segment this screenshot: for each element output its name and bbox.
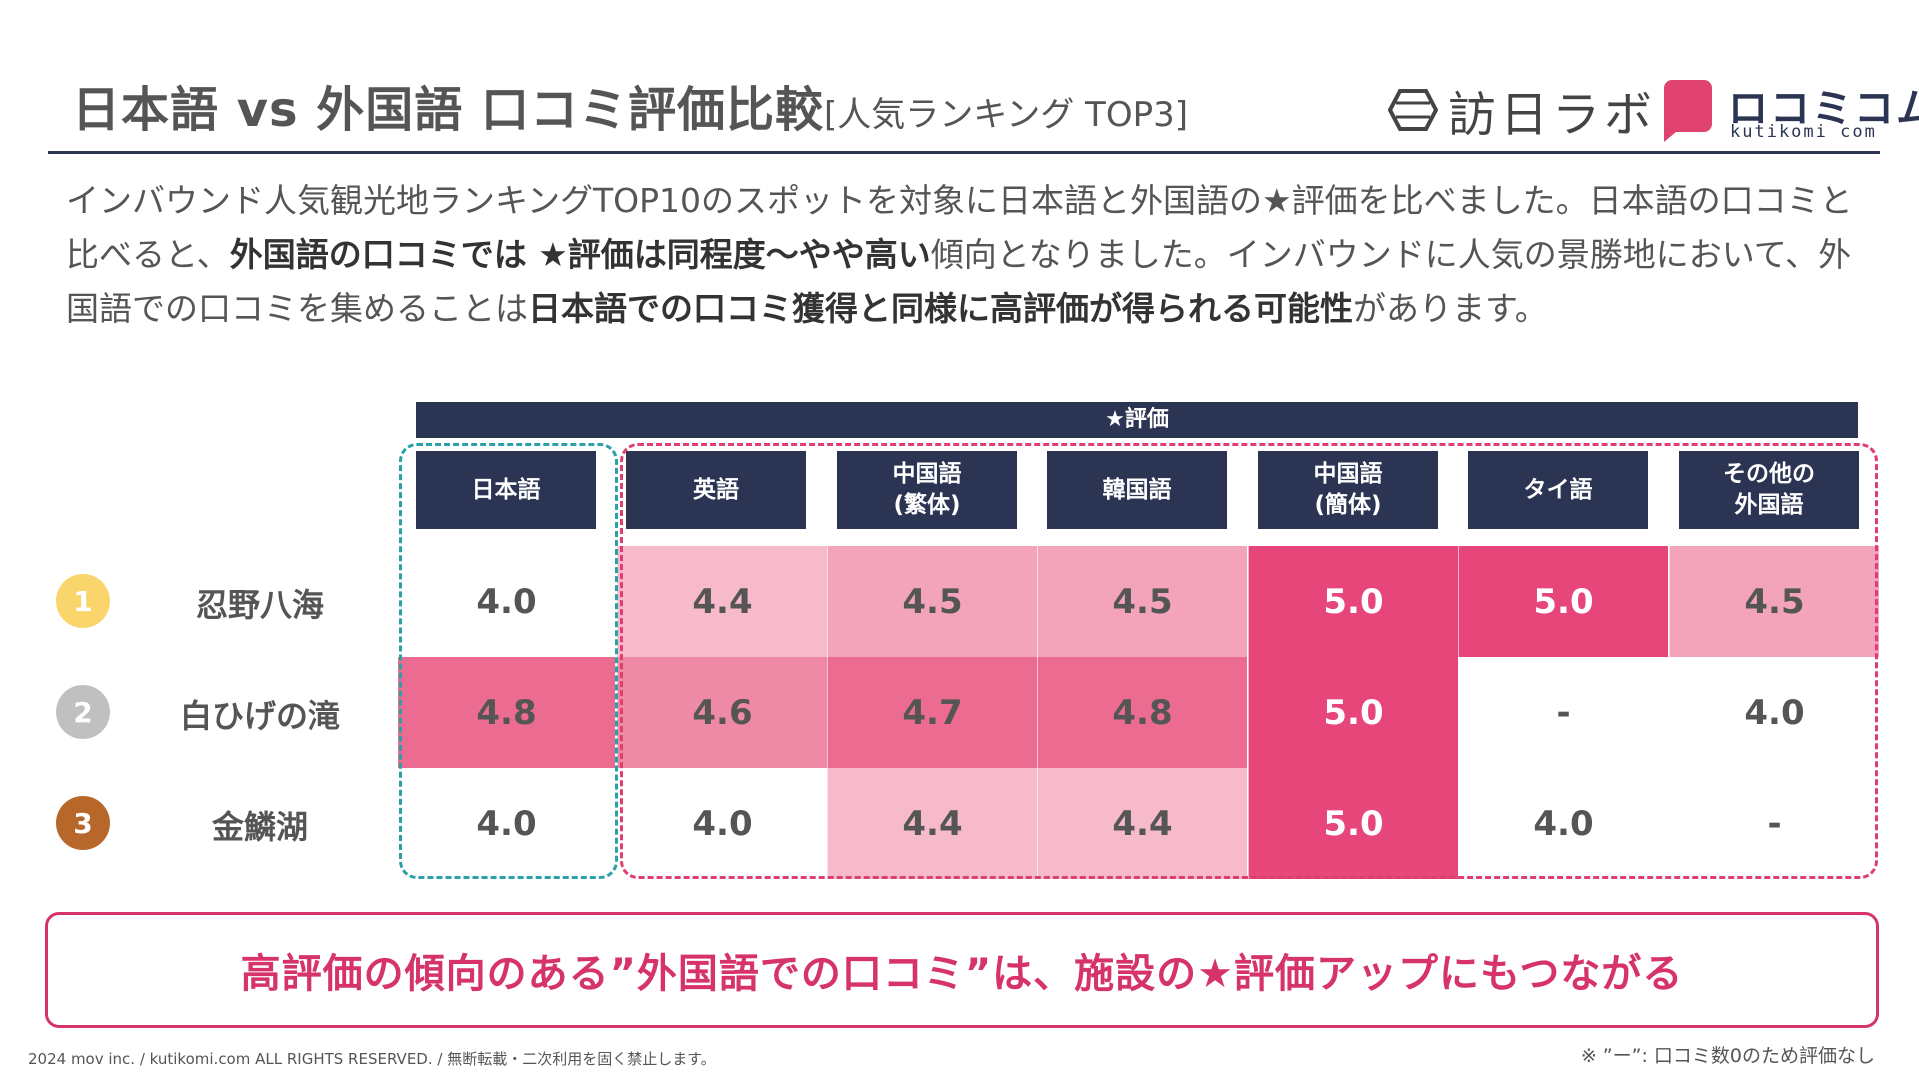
copyright-footer: 2024 mov inc. / kutikomi.com ALL RIGHTS … <box>28 1050 716 1068</box>
rating-cell: 4.5 <box>1669 546 1879 657</box>
japanese-column-highlight <box>399 443 618 879</box>
rating-cell: 4.0 <box>398 768 615 879</box>
rank-badge: 1 <box>56 574 110 628</box>
rating-cell: 4.0 <box>617 768 827 879</box>
spot-name: 忍野八海 <box>195 586 324 624</box>
column-header: 中国語 (繁体) <box>837 451 1017 529</box>
rating-cell: 5.0 <box>1248 768 1458 879</box>
column-header: 韓国語 <box>1047 451 1227 529</box>
column-header: 中国語 (簡体) <box>1258 451 1438 529</box>
intro-text-3: があります。 <box>1353 289 1548 328</box>
column-header: タイ語 <box>1468 451 1648 529</box>
footnote: ※ ”ー”: 口コミ数0のため評価なし <box>1580 1045 1875 1067</box>
column-header: その他の 外国語 <box>1679 451 1859 529</box>
rating-cell: 4.8 <box>398 657 615 768</box>
houjin-labo-text: 訪日ラボ <box>1448 87 1657 143</box>
houjin-labo-logo: 訪日ラボ <box>1388 82 1656 143</box>
intro-bold-1: 外国語の口コミでは ★評価は同程度〜やや高い <box>229 235 931 274</box>
rating-group-header: ★評価 <box>416 402 1858 438</box>
rating-cell: 4.6 <box>617 657 827 768</box>
hexagon-logo-icon <box>1388 89 1438 131</box>
rating-cell: 5.0 <box>1458 546 1668 657</box>
rating-cell: 4.7 <box>827 657 1037 768</box>
rank-badge: 2 <box>56 685 110 739</box>
intro-paragraph: インバウンド人気観光地ランキングTOP10のスポットを対象に日本語と外国語の★評… <box>66 174 1856 336</box>
rating-cell: 4.4 <box>617 546 827 657</box>
kutikomi-logo-en: kutikomi com <box>1730 122 1877 142</box>
conclusion-text: 高評価の傾向のある”外国語での口コミ”は、施設の★評価アップにもつながる <box>240 951 1684 997</box>
rating-cell: - <box>1458 657 1668 768</box>
title-main: 日本語 vs 外国語 口コミ評価比較 <box>72 82 824 138</box>
rating-cell: 4.5 <box>1037 546 1247 657</box>
rating-cell: 4.4 <box>1037 768 1247 879</box>
rating-cell: - <box>1669 768 1879 879</box>
rating-cell: 5.0 <box>1248 657 1458 768</box>
rank-badge: 3 <box>56 796 110 850</box>
column-header: 英語 <box>626 451 806 529</box>
speech-bubble-icon <box>1664 80 1712 142</box>
spot-name: 金鱗湖 <box>211 808 308 846</box>
intro-text-1: インバウンド人気観光地ランキングTOP10のスポットを対象に日本語と外国語の★評… <box>66 181 1853 274</box>
conclusion-callout: 高評価の傾向のある”外国語での口コミ”は、施設の★評価アップにもつながる <box>45 912 1879 1028</box>
foreign-columns-highlight <box>620 443 1878 879</box>
rating-cell: 5.0 <box>1248 546 1458 657</box>
rating-cell: 4.0 <box>1669 657 1879 768</box>
rating-cell: 4.4 <box>827 768 1037 879</box>
spot-name: 白ひげの滝 <box>179 697 340 735</box>
rating-cell: 4.5 <box>827 546 1037 657</box>
page-title: 日本語 vs 外国語 口コミ評価比較[人気ランキング TOP3] <box>72 70 1188 140</box>
rating-cell: 4.0 <box>1458 768 1668 879</box>
intro-text-2: 傾向となりました。インバウンドに人気の景勝地において、外国語での口コミを集めるこ… <box>66 235 1852 328</box>
rating-cell: 4.0 <box>398 546 615 657</box>
rating-cell: 4.8 <box>1037 657 1247 768</box>
title-sub: [人気ランキング TOP3] <box>824 95 1188 135</box>
column-header: 日本語 <box>416 451 596 529</box>
intro-bold-2: 日本語での口コミ獲得と同様に高評価が得られる可能性 <box>528 289 1353 328</box>
header-divider <box>48 151 1880 154</box>
kutikomi-logo-jp: ロコミコム <box>1728 86 1919 132</box>
